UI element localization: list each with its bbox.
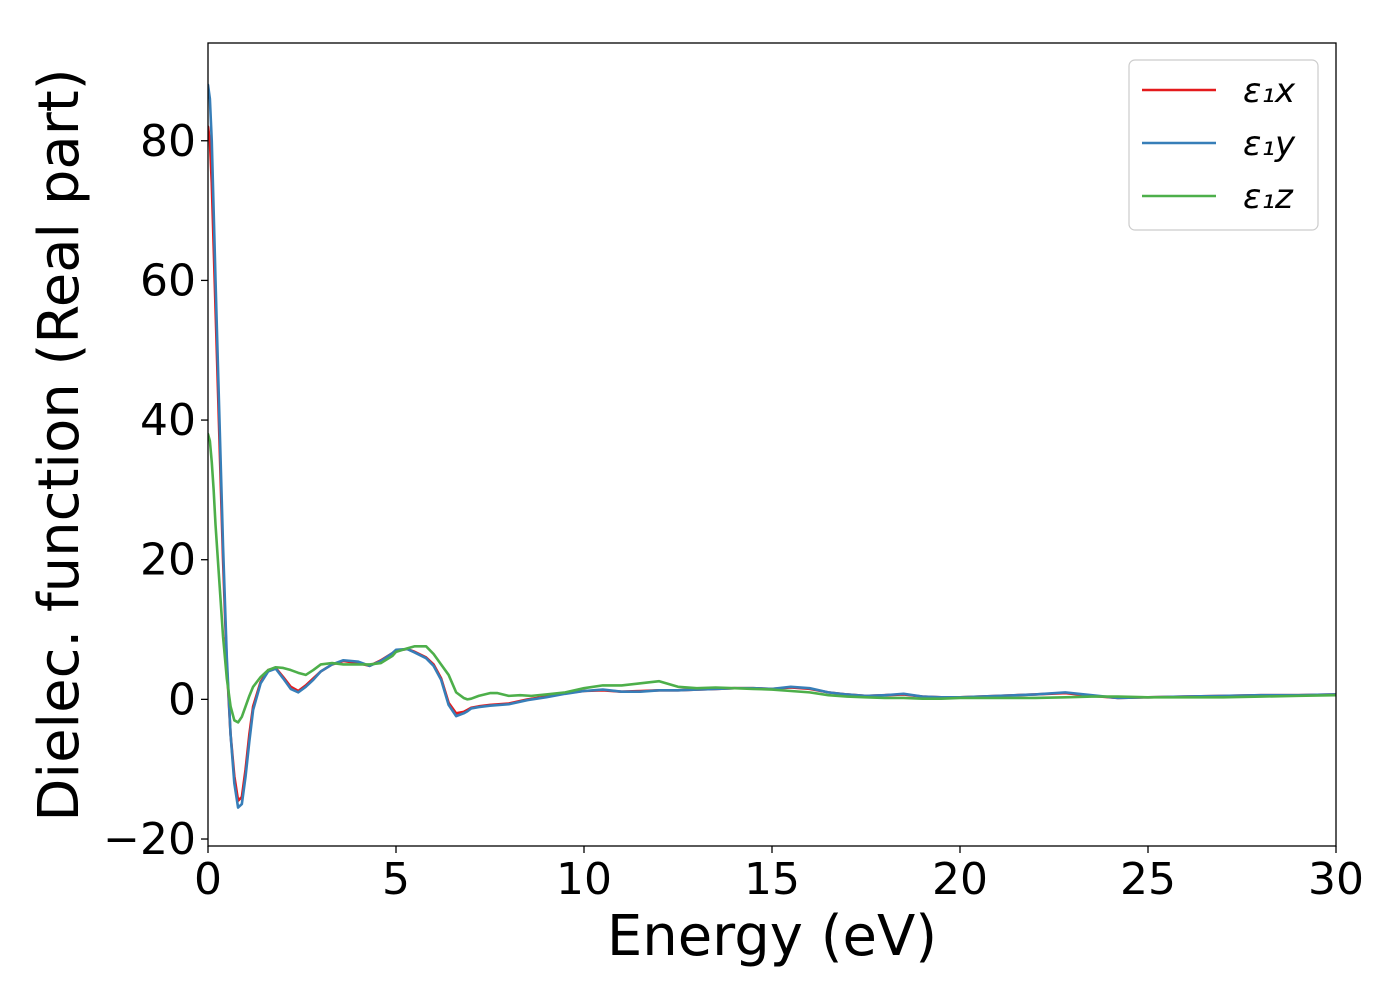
y-tick-label: 60	[140, 255, 196, 306]
x-tick-label: 20	[932, 854, 988, 905]
x-tick-label: 10	[556, 854, 612, 905]
legend-label-0: ε₁x	[1243, 71, 1296, 111]
x-axis-ticks: 0 5 10 15 20 25 30	[194, 846, 1364, 905]
x-tick-label: 15	[744, 854, 800, 905]
y-tick-label: 20	[140, 535, 196, 586]
y-tick-label: −20	[103, 814, 196, 865]
y-tick-label: 80	[140, 116, 196, 167]
x-axis-title: Energy (eV)	[607, 904, 937, 969]
x-tick-label: 25	[1120, 854, 1176, 905]
legend-label-2: ε₁z	[1243, 177, 1294, 217]
x-tick-label: 0	[194, 854, 222, 905]
series-line-1	[208, 83, 1336, 809]
y-tick-label: 0	[168, 674, 196, 725]
legend-entries: ε₁x ε₁y ε₁z	[1142, 71, 1296, 217]
legend: ε₁x ε₁y ε₁z	[1128, 59, 1319, 231]
series-line-2	[208, 432, 1336, 724]
y-axis-ticks: −20 0 20 40 60 80	[103, 116, 208, 865]
y-tick-label: 40	[140, 395, 196, 446]
legend-box	[1128, 59, 1319, 231]
x-tick-label: 30	[1308, 854, 1364, 905]
legend-label-1: ε₁y	[1243, 124, 1296, 164]
y-axis-title: Dielec. function (Real part)	[27, 68, 92, 821]
series-lines	[208, 83, 1336, 809]
x-tick-label: 5	[382, 854, 410, 905]
